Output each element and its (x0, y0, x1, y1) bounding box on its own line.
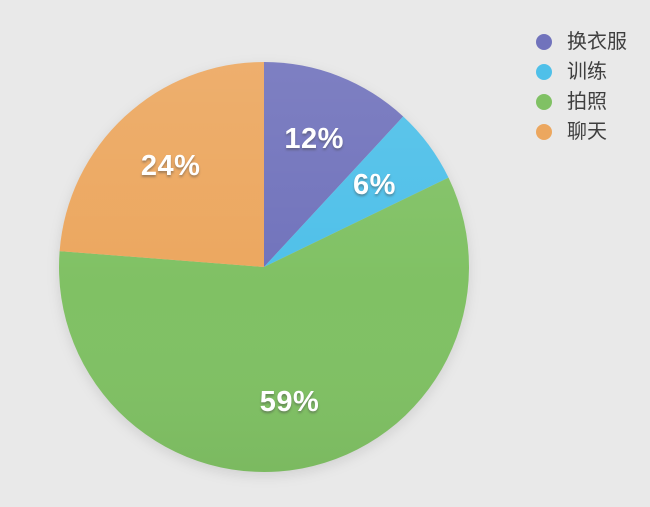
legend-item-change-clothes: 换衣服 (536, 31, 627, 53)
legend-item-photo-taking: 拍照 (536, 91, 627, 113)
legend-marker-chatting-icon (536, 124, 552, 140)
legend-marker-photo-taking-icon (536, 94, 552, 110)
slice-value-label-photo-taking: 59% (260, 386, 320, 418)
slice-value-label-chatting: 24% (141, 150, 201, 182)
legend-item-chatting: 聊天 (536, 121, 627, 143)
legend: 换衣服 训练 拍照 聊天 (536, 31, 627, 143)
legend-label-change-clothes: 换衣服 (567, 31, 627, 53)
legend-item-training: 训练 (536, 61, 627, 83)
legend-marker-training-icon (536, 64, 552, 80)
slice-value-label-change-clothes: 12% (284, 123, 344, 155)
legend-marker-change-clothes-icon (536, 34, 552, 50)
legend-label-photo-taking: 拍照 (567, 91, 607, 113)
slice-value-label-training: 6% (353, 169, 396, 201)
legend-label-training: 训练 (567, 61, 607, 83)
legend-label-chatting: 聊天 (567, 121, 607, 143)
pie-gloss-overlay (59, 62, 469, 472)
